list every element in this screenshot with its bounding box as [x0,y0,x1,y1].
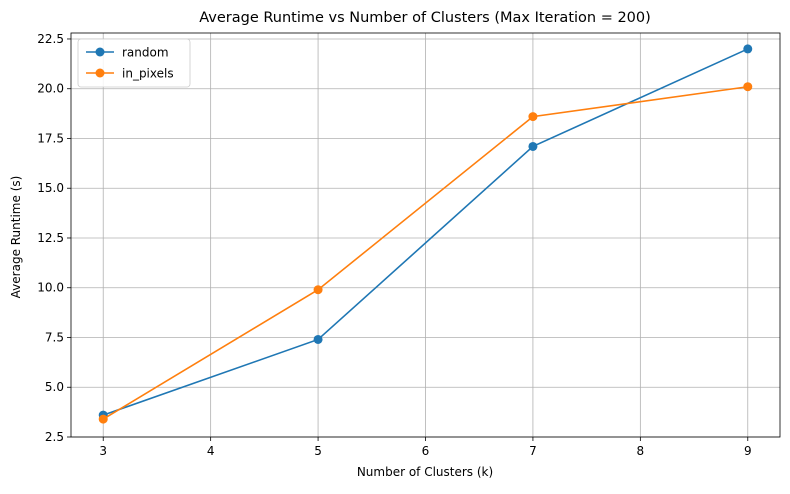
series-line [102,48,749,416]
x-tick-label: 8 [637,444,645,458]
y-axis-label: Average Runtime (s) [9,176,23,299]
series-in_pixels [98,82,753,424]
x-tick-label: 3 [99,444,107,458]
legend-marker [95,68,105,78]
legend-label: random [122,46,169,60]
data-point [98,414,108,424]
legend: random in_pixels [77,38,191,88]
axes [67,32,781,441]
data-point [528,141,538,151]
series-line [102,85,748,420]
data-point [313,334,323,344]
legend-item-in_pixels: in_pixels [86,67,174,81]
tick-labels: 3 4 5 6 7 8 9 2.5 5.0 7.5 10.0 12.5 15.0 17.5 20.0 22.5 [37,32,751,458]
plot-frame [70,32,781,438]
chart-title: Average Runtime vs Number of Clusters (M… [199,10,651,26]
data-point [743,82,753,92]
data-point [313,285,323,295]
y-tick-label: 15.0 [37,181,64,195]
y-tick-label: 5.0 [45,380,64,394]
data-point [743,44,753,54]
series-lines [98,44,753,424]
x-axis-label: Number of Clusters (k) [357,465,493,479]
x-tick-label: 4 [207,444,215,458]
x-tick-label: 9 [744,444,752,458]
legend-box [77,38,191,88]
x-tick-label: 5 [314,444,322,458]
legend-marker [95,47,105,57]
legend-item-random: random [86,46,169,60]
y-tick-label: 7.5 [45,330,64,344]
legend-label: in_pixels [122,67,174,81]
x-tick-label: 7 [529,444,537,458]
y-tick-label: 20.0 [37,82,64,96]
x-tick-label: 6 [422,444,430,458]
y-tick-label: 10.0 [37,281,64,295]
y-tick-label: 22.5 [37,32,64,46]
y-tick-label: 12.5 [37,231,64,245]
y-tick-label: 2.5 [45,430,64,444]
y-tick-label: 17.5 [37,131,64,145]
data-point [528,112,538,122]
